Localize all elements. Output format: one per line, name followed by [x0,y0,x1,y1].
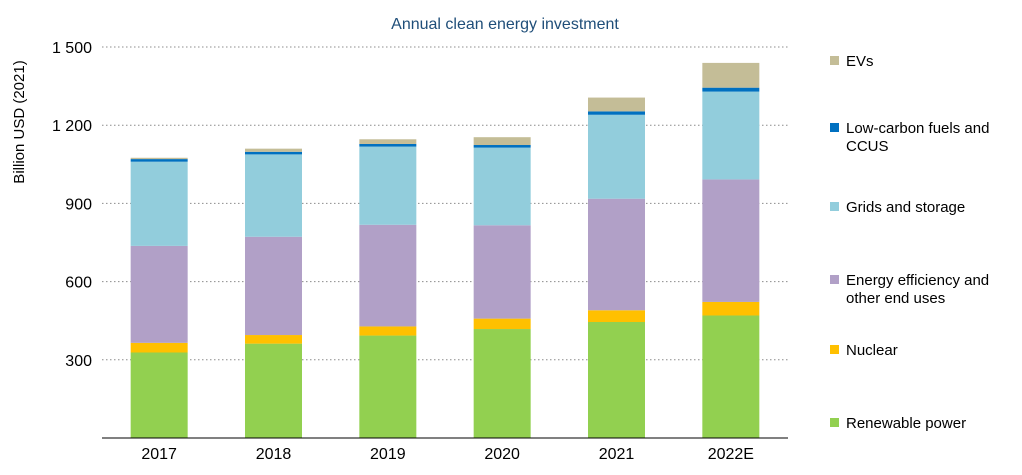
legend-label: Nuclear [846,342,898,359]
bar-nuclear-2019 [359,326,417,336]
x-tick-label: 2017 [141,446,177,463]
bar-evs-2022e [702,62,760,88]
bar-low-carbon-fuels-and-ccus-2022e [702,87,760,92]
y-tick-label: 1 200 [52,118,92,135]
legend-swatch [830,56,839,65]
bar-grids-and-storage-2018 [245,154,302,237]
bar-energy-efficiency-and-other-end-uses-2018 [245,236,302,336]
y-tick-label: 900 [65,196,92,213]
y-tick-label: 600 [65,275,92,292]
bar-nuclear-2022e [702,301,760,316]
chart-title: Annual clean energy investment [391,16,619,33]
y-tick-label: 1 500 [52,40,92,57]
bar-low-carbon-fuels-and-ccus-2021 [588,111,645,115]
bar-evs-2018 [245,148,302,152]
bar-renewable-power-2021 [588,322,645,438]
bar-grids-and-storage-2017 [130,161,188,246]
legend-item-evs: EVs [830,53,874,70]
x-tick-label: 2020 [484,446,520,463]
bar-renewable-power-2017 [130,352,188,438]
legend-swatch [830,345,839,354]
bar-evs-2017 [130,157,188,160]
y-tick-label: 300 [65,353,92,370]
bar-renewable-power-2019 [359,335,417,438]
legend-swatch [830,123,839,132]
legend-label: Energy efficiency and [846,272,989,289]
bar-low-carbon-fuels-and-ccus-2017 [130,159,188,162]
legend-swatch [830,418,839,427]
bar-grids-and-storage-2019 [359,146,417,225]
x-tick-label: 2021 [599,446,635,463]
bar-renewable-power-2018 [245,343,302,438]
bar-energy-efficiency-and-other-end-uses-2022e [702,179,760,302]
bar-evs-2020 [473,137,531,146]
bar-low-carbon-fuels-and-ccus-2018 [245,151,302,155]
legend-label: CCUS [846,138,889,155]
bar-grids-and-storage-2021 [588,114,645,199]
x-tick-label: 2019 [370,446,406,463]
bar-energy-efficiency-and-other-end-uses-2021 [588,198,645,311]
bar-renewable-power-2022e [702,315,760,438]
bar-energy-efficiency-and-other-end-uses-2019 [359,224,417,327]
bar-energy-efficiency-and-other-end-uses-2020 [473,225,531,319]
bar-nuclear-2018 [245,335,302,344]
legend-label: Low-carbon fuels and [846,120,989,137]
bar-evs-2021 [588,97,645,112]
legend-item-grids-and-storage: Grids and storage [830,199,965,216]
bar-grids-and-storage-2020 [473,147,531,226]
legend-swatch [830,275,839,284]
y-axis-label: Billion USD (2021) [11,60,28,183]
legend-label: other end uses [846,290,945,307]
bar-nuclear-2021 [588,310,645,323]
bar-low-carbon-fuels-and-ccus-2019 [359,143,417,147]
x-tick-label: 2022E [708,446,754,463]
legend-item-renewable-power: Renewable power [830,415,966,432]
legend-swatch [830,202,839,211]
bar-evs-2019 [359,139,417,144]
legend-label: EVs [846,53,874,70]
bar-grids-and-storage-2022e [702,91,760,180]
bar-energy-efficiency-and-other-end-uses-2017 [130,245,188,343]
legend-label: Grids and storage [846,199,965,216]
x-tick-label: 2018 [256,446,292,463]
bar-nuclear-2017 [130,342,188,353]
gridlines: 300 600 900 1 200 1 500 [52,40,788,370]
legend-label: Renewable power [846,415,966,432]
bars: 2017 2018 2019 2020 2021 2022E [130,62,760,463]
bar-low-carbon-fuels-and-ccus-2020 [473,145,531,148]
legend-item-nuclear: Nuclear [830,342,898,359]
bar-nuclear-2020 [473,318,531,330]
bar-renewable-power-2020 [473,329,531,438]
